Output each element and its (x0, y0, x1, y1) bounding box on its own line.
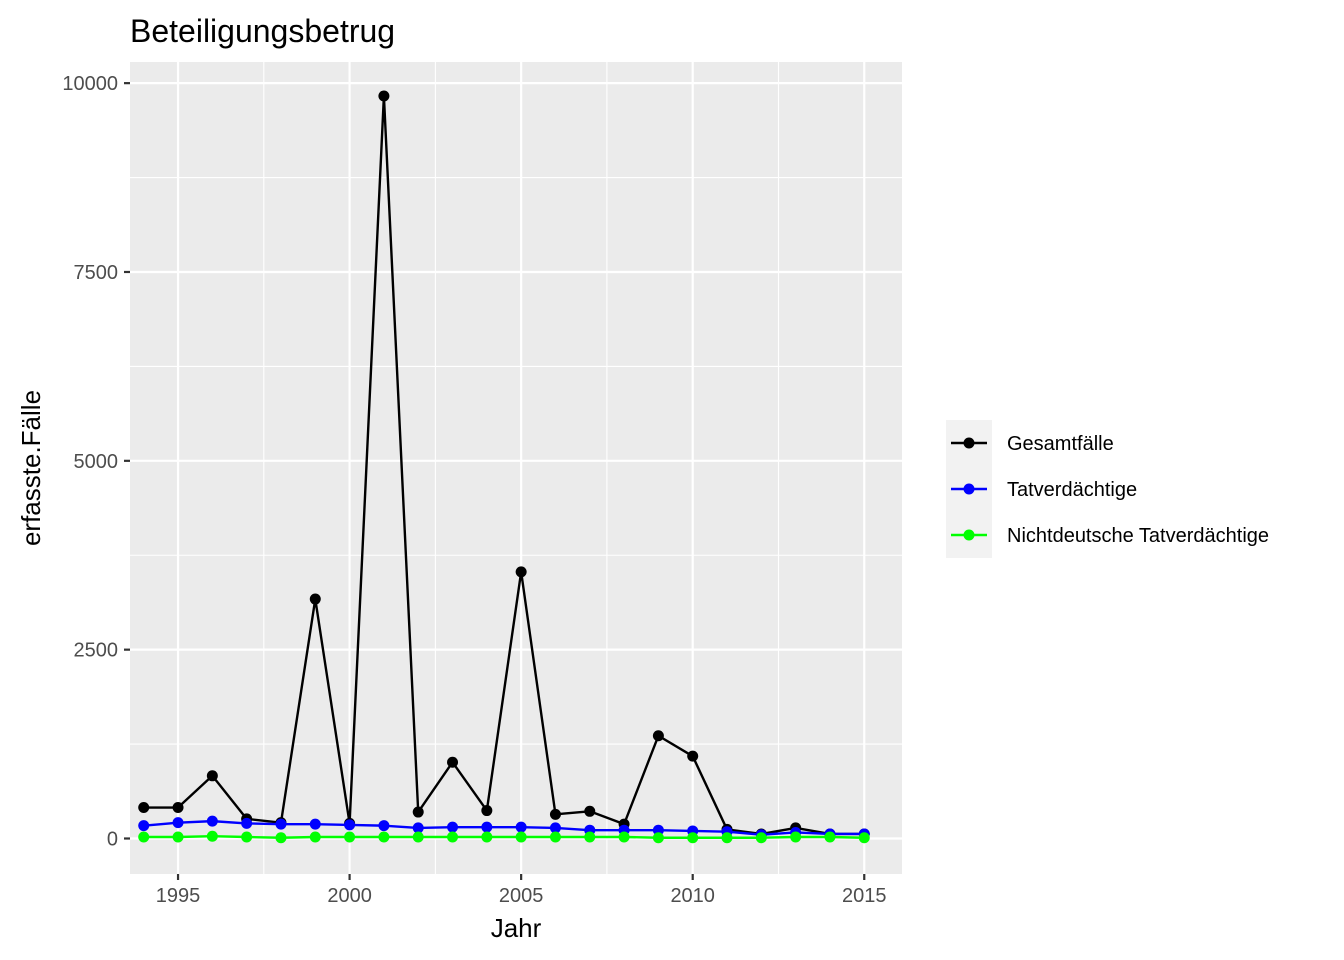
legend-label: Tatverdächtige (1007, 479, 1137, 501)
data-point (584, 831, 596, 843)
data-point (652, 832, 664, 844)
y-axis-title: erfasste.Fälle (16, 390, 46, 546)
legend-marker (963, 437, 975, 449)
data-point (858, 832, 870, 844)
x-axis: 1995 2000 2005 2010 2015 (156, 874, 887, 907)
data-point (138, 802, 150, 814)
data-point (378, 831, 390, 843)
data-point (172, 802, 184, 814)
data-point (138, 820, 150, 832)
data-point (412, 822, 424, 834)
data-point (515, 566, 527, 578)
data-point (481, 805, 493, 817)
x-tick-label: 1995 (156, 885, 201, 907)
x-tick-label: 2005 (499, 885, 544, 907)
data-point (241, 831, 253, 843)
data-point (652, 824, 664, 836)
y-tick-label: 5000 (74, 451, 119, 473)
x-tick-label: 2000 (327, 885, 372, 907)
data-point (275, 818, 287, 830)
series-line (143, 94, 865, 836)
legend-label: Gesamtfälle (1007, 433, 1114, 455)
data-point (412, 831, 424, 843)
legend-marker (963, 529, 975, 541)
x-tick-label: 2010 (670, 885, 715, 907)
x-axis-title: Jahr (491, 913, 542, 943)
data-point (481, 821, 493, 833)
data-point (515, 831, 527, 843)
series-line (143, 819, 865, 836)
data-point (309, 831, 321, 843)
data-point (447, 831, 459, 843)
y-axis: 0 2500 5000 7500 10000 (62, 73, 130, 850)
series-line (143, 835, 865, 839)
data-point (378, 90, 390, 102)
y-tick-label: 2500 (74, 640, 119, 662)
data-point (309, 818, 321, 830)
data-point (618, 831, 630, 843)
legend-label: Nichtdeutsche Tatverdächtige (1007, 525, 1269, 547)
y-tick-label: 10000 (62, 73, 118, 95)
data-point (172, 831, 184, 843)
data-point (275, 832, 287, 844)
y-tick-label: 7500 (74, 262, 119, 284)
data-point (584, 805, 596, 817)
data-point (824, 831, 836, 843)
data-point (412, 806, 424, 818)
data-point (138, 831, 150, 843)
data-point (790, 831, 802, 843)
data-point (378, 820, 390, 832)
data-point (687, 750, 699, 762)
series-layer (138, 90, 870, 844)
data-point (206, 815, 218, 827)
data-point (447, 821, 459, 833)
legend-item: Nichtdeutsche Tatverdächtige (951, 525, 1269, 547)
legend: Gesamtfälle Tatverdächtige Nichtdeutsche T… (946, 420, 1269, 558)
series-group (138, 815, 870, 841)
data-point (241, 817, 253, 829)
minor-gridlines (130, 62, 902, 874)
data-point (549, 822, 561, 834)
plot-panel (130, 62, 902, 874)
data-point (344, 831, 356, 843)
legend-item: Tatverdächtige (951, 479, 1137, 501)
data-point (721, 832, 733, 844)
data-point (687, 832, 699, 844)
data-point (549, 808, 561, 820)
chart-title: Beteiligungsbetrug (130, 13, 395, 49)
legend-item: Gesamtfälle (951, 433, 1114, 455)
legend-marker (963, 483, 975, 495)
data-point (515, 821, 527, 833)
data-point (755, 832, 767, 844)
data-point (652, 730, 664, 742)
data-point (206, 830, 218, 842)
series-group (138, 830, 870, 844)
data-point (206, 770, 218, 782)
y-tick-label: 0 (107, 828, 118, 850)
data-point (549, 831, 561, 843)
data-point (481, 831, 493, 843)
x-tick-label: 2015 (842, 885, 887, 907)
data-point (172, 817, 184, 829)
data-point (344, 819, 356, 831)
data-point (447, 756, 459, 768)
data-point (309, 593, 321, 605)
